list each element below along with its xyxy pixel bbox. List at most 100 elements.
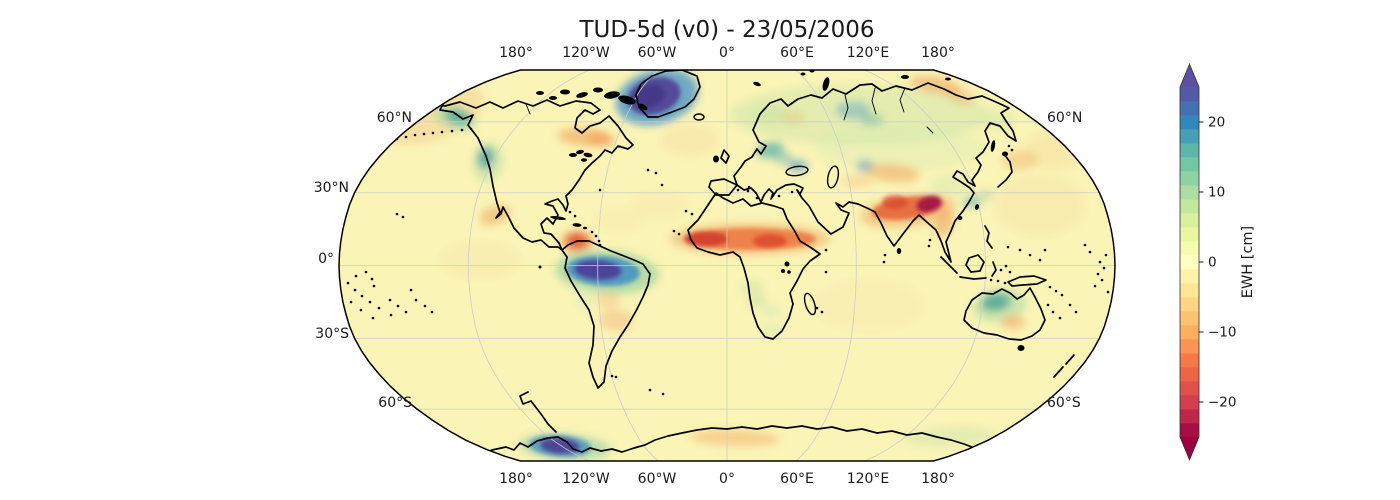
islet-dot (690, 212, 694, 216)
islet-dot (824, 270, 828, 274)
islet-dot (413, 133, 417, 137)
islet-dot (1100, 278, 1104, 282)
ewh-anomaly-blob (815, 126, 985, 170)
colorbar-segment (1180, 199, 1199, 214)
island (945, 77, 951, 81)
islet-dot (395, 212, 399, 216)
island (753, 81, 761, 87)
river-path (843, 94, 849, 121)
island (550, 216, 566, 220)
colorbar-segment (1180, 213, 1199, 228)
coastline-path (991, 261, 997, 277)
island-outline (826, 165, 840, 189)
islet-dot (372, 284, 376, 288)
ewh-anomaly-blob (835, 101, 871, 119)
island (800, 72, 806, 76)
colorbar-segment (1180, 381, 1199, 396)
ewh-anomaly-blob (905, 427, 995, 447)
islet-dot (882, 260, 886, 264)
colorbar-segment (1180, 227, 1199, 242)
colorbar-segment (1180, 157, 1199, 172)
coastline-path (561, 240, 651, 389)
islet-dot (1010, 148, 1014, 152)
islet-dot (790, 190, 794, 194)
island (957, 216, 963, 220)
lon-tick-label-top: 60°E (780, 45, 814, 61)
islet-dot (401, 215, 405, 219)
ewh-anomaly-blob (599, 309, 633, 331)
island-outline (693, 113, 705, 121)
ewh-anomaly-blob (753, 234, 787, 248)
island-outline (785, 165, 809, 177)
island (583, 226, 587, 230)
islet-dot (736, 188, 740, 192)
island (560, 89, 570, 95)
islet-dot (1058, 316, 1062, 320)
island (1017, 345, 1025, 351)
meridian-line (597, 70, 659, 461)
coastline-path (959, 276, 987, 280)
islet-dot (404, 310, 408, 314)
colorbar-segment (1180, 353, 1199, 368)
islet-dot (1048, 285, 1052, 289)
islet-dot (450, 129, 454, 133)
islet-dot (430, 310, 434, 314)
ewh-anomaly-blob (860, 114, 884, 126)
lon-tick-label-top: 180° (921, 45, 955, 61)
islet-dot (1088, 250, 1092, 254)
islet-dot (371, 316, 375, 320)
lon-tick-label-bottom: 0° (719, 471, 735, 487)
colorbar-segment (1180, 269, 1199, 284)
ewh-anomaly-blob (933, 209, 955, 237)
islet-dot (661, 392, 665, 396)
river-path (525, 103, 531, 115)
islet-dot (646, 168, 650, 172)
islet-dot (1028, 253, 1032, 257)
islet-dot (1074, 310, 1078, 314)
coastline-path (984, 225, 993, 249)
islet-dot (404, 135, 408, 139)
ewh-anomaly-blob (445, 109, 471, 125)
islet-dot (422, 132, 426, 136)
island (593, 87, 603, 93)
island (713, 155, 719, 163)
island (1002, 151, 1008, 157)
islet-dot (594, 234, 598, 238)
coastline-path (475, 425, 990, 458)
lon-tick-label-top: 120°W (562, 45, 610, 61)
islet-dot (460, 128, 464, 132)
islet-dot (614, 375, 618, 379)
islet-dot (927, 244, 931, 248)
islet-dot (989, 278, 993, 282)
colorbar-segment (1180, 325, 1199, 340)
coastline-path (963, 287, 1046, 341)
coastline-path (419, 97, 634, 251)
islet-dot (684, 209, 688, 213)
ewh-anomaly-blob (740, 281, 764, 295)
ewh-anomaly-blob (843, 175, 873, 187)
coastlines (346, 70, 1110, 458)
islet-dot (359, 308, 363, 312)
island (572, 223, 582, 227)
ewh-anomaly-blob (916, 195, 942, 213)
colorbar-arrow-bottom (1180, 437, 1199, 460)
island (538, 265, 542, 269)
ewh-anomaly-blob (981, 292, 1011, 312)
islet-dot (1054, 289, 1058, 293)
coastline-path (519, 391, 557, 433)
coastline-path (940, 256, 958, 274)
colorbar-segment (1180, 143, 1199, 158)
colorbar-segment (1180, 115, 1199, 130)
islet-dot (654, 171, 658, 175)
colorbar-segment (1180, 283, 1199, 298)
colorbar-outline (1179, 62, 1200, 462)
colorbar-tick-label: 0 (1208, 255, 1217, 271)
coastline-path (965, 254, 985, 273)
colorbar-tick-label: −20 (1208, 395, 1237, 411)
islet-dot (747, 185, 751, 189)
lat-tick-label-left: 30°S (315, 326, 349, 342)
island (618, 95, 636, 105)
lat-tick-label-right: 60°S (1047, 395, 1081, 411)
ewh-anomaly-blob (540, 437, 580, 455)
